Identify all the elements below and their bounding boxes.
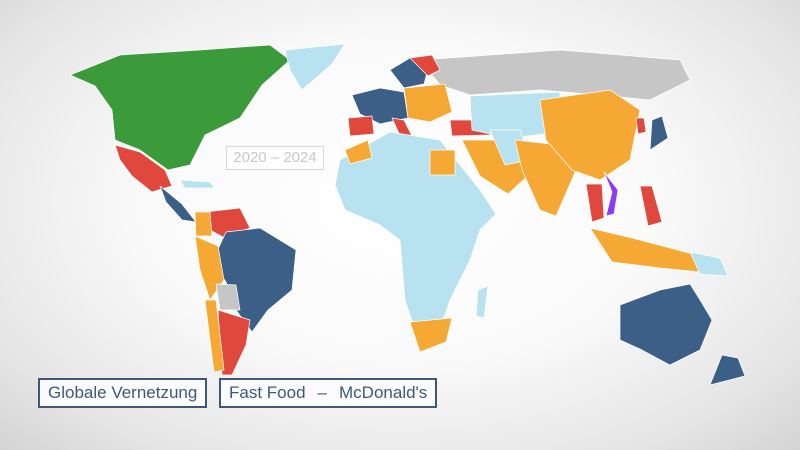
region-eastern-europe xyxy=(403,83,453,123)
subject-text: Fast Food xyxy=(229,383,306,402)
region-madagascar xyxy=(475,285,489,319)
separator: – xyxy=(317,383,328,402)
region-indonesia xyxy=(589,227,701,273)
region-morocco xyxy=(344,139,373,165)
region-caribbean xyxy=(179,179,216,189)
region-china xyxy=(539,89,641,181)
period-label: 2020 – 2024 xyxy=(226,146,324,170)
region-colombia xyxy=(194,211,213,237)
region-iberia xyxy=(347,115,375,137)
region-bolivia xyxy=(215,283,241,311)
region-australia xyxy=(619,283,713,366)
brand-text: McDonald's xyxy=(339,383,428,402)
region-africa xyxy=(334,131,497,346)
region-north-america xyxy=(69,44,291,171)
region-central-asia xyxy=(469,91,563,139)
region-greenland xyxy=(284,43,346,91)
region-south-africa xyxy=(409,317,453,353)
region-vietnam xyxy=(603,171,619,217)
region-egypt xyxy=(429,149,456,176)
topic-label: Globale Vernetzung xyxy=(38,378,208,408)
region-russia xyxy=(419,49,691,101)
region-thailand xyxy=(585,183,605,223)
region-norway xyxy=(409,54,441,77)
region-new-zealand xyxy=(709,354,746,386)
subject-label: Fast Food – McDonald's xyxy=(219,378,438,408)
region-chile xyxy=(204,299,225,373)
region-korea xyxy=(635,117,647,135)
region-philippines xyxy=(639,185,663,227)
region-central-america xyxy=(159,185,197,223)
region-japan xyxy=(649,115,669,151)
region-new-guinea xyxy=(689,251,729,277)
